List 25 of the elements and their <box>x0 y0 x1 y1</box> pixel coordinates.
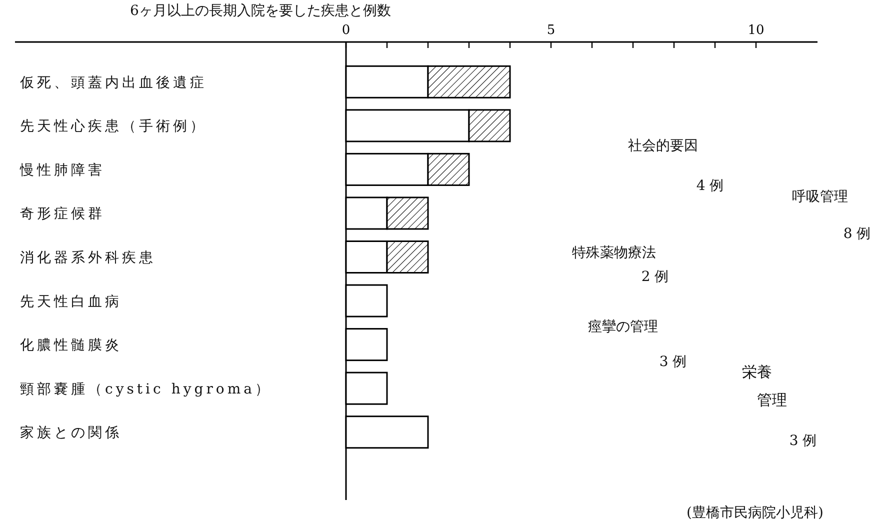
y-tick-label: 奇形症候群 <box>20 206 105 222</box>
annotation: 栄養 <box>742 363 772 381</box>
y-tick-label: 頸部嚢腫（cystic hygroma） <box>20 381 272 398</box>
y-tick-label: 先天性白血病 <box>20 294 122 310</box>
y-tick-label: 家族との関係 <box>20 425 122 442</box>
annotation: 呼吸管理 <box>792 189 848 205</box>
y-tick-label: 化膿性髄膜炎 <box>20 338 122 354</box>
annotation: 3 例 <box>789 433 817 449</box>
annotation: 社会的要因 <box>628 138 698 154</box>
x-tick-label: 10 <box>748 23 764 38</box>
annotation: 2 例 <box>641 269 669 285</box>
text: 8 例 <box>843 226 871 242</box>
y-tick-label: 消化器系外科疾患 <box>20 250 156 266</box>
annotation: 4 例 <box>696 178 724 194</box>
annotation: 特殊薬物療法 <box>572 245 656 261</box>
y-tick-label: 先天性心疾患（手術例） <box>20 118 207 135</box>
x-tick-label: 5 <box>546 23 556 38</box>
y-tick-label: 仮死、頭蓋内出血後遺症 <box>19 74 207 91</box>
chart-title: 6ヶ月以上の長期入院を要した疾患と例数 <box>130 3 391 19</box>
annotation: 管理 <box>757 391 787 409</box>
text: (豊橋市民病院小児科) <box>686 505 824 521</box>
annotation: 3 例 <box>659 354 687 370</box>
x-tick-label: 0 <box>342 23 350 38</box>
annotation: 痙攣の管理 <box>588 319 658 335</box>
y-tick-label: 慢性肺障害 <box>19 162 105 178</box>
